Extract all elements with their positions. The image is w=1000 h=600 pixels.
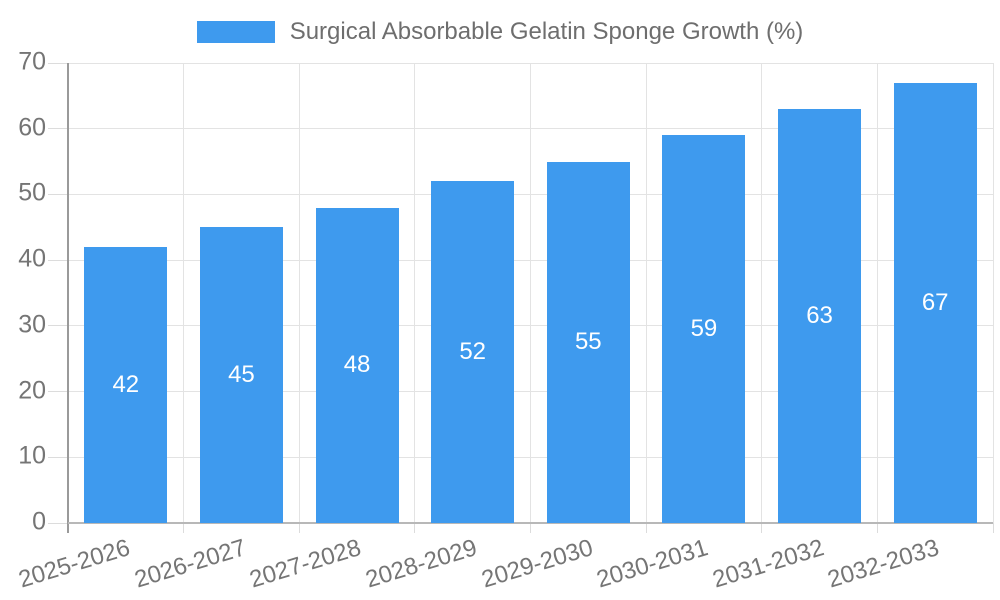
- x-tick-mark: [645, 523, 647, 533]
- y-axis-tick-label: 40: [18, 244, 46, 273]
- x-tick-mark: [876, 523, 878, 533]
- x-axis-tick-label: 2028-2029: [362, 534, 480, 594]
- x-tick-mark: [183, 523, 185, 533]
- x-axis-tick-label: 2032-2033: [824, 534, 943, 594]
- y-tick-mark: [48, 325, 68, 327]
- x-gridline: [298, 63, 300, 523]
- legend-swatch-icon: [196, 21, 275, 43]
- x-gridline: [645, 63, 647, 523]
- x-axis-tick-label: 2031-2032: [709, 534, 827, 594]
- y-axis-line: [67, 63, 69, 533]
- x-gridline: [992, 63, 994, 523]
- bar-value-label: 52: [459, 338, 487, 366]
- x-axis-tick-label: 2030-2031: [593, 534, 712, 594]
- y-axis-tick-label: 10: [18, 441, 46, 470]
- y-axis-tick-label: 30: [18, 310, 46, 339]
- y-axis-tick-label: 60: [18, 113, 46, 142]
- x-axis-tick-label: 2029-2030: [477, 534, 596, 594]
- x-tick-mark: [761, 523, 763, 533]
- x-axis-tick-label: 2025-2026: [15, 534, 134, 594]
- y-tick-mark: [48, 128, 68, 130]
- bar-value-label: 42: [112, 371, 140, 398]
- x-gridline: [876, 63, 878, 523]
- y-axis-tick-label: 50: [18, 178, 46, 207]
- bar-value-label: 55: [574, 328, 602, 356]
- y-tick-mark: [48, 193, 68, 195]
- x-gridline: [761, 63, 763, 523]
- bar[interactable]: [893, 82, 977, 523]
- x-axis-tick-label: 2027-2028: [246, 534, 365, 594]
- y-tick-mark: [48, 259, 68, 261]
- x-axis-line: [68, 522, 993, 524]
- bar[interactable]: [84, 247, 168, 523]
- chart-legend[interactable]: Surgical Absorbable Gelatin Sponge Growt…: [0, 12, 1000, 52]
- bar-value-label: 67: [921, 288, 949, 316]
- x-tick-mark: [298, 523, 300, 533]
- bar-value-label: 45: [228, 361, 255, 389]
- y-axis-tick-label: 70: [18, 47, 46, 76]
- x-tick-mark: [992, 523, 994, 533]
- x-tick-mark: [414, 523, 416, 533]
- y-tick-mark: [48, 456, 68, 458]
- bar-value-label: 59: [690, 315, 718, 343]
- y-tick-mark: [48, 391, 68, 393]
- x-tick-mark: [530, 523, 531, 533]
- y-tick-mark: [48, 62, 68, 64]
- bar[interactable]: [778, 109, 862, 523]
- bar[interactable]: [546, 161, 630, 523]
- x-gridline: [530, 63, 531, 523]
- bar[interactable]: [315, 207, 399, 523]
- x-axis-tick-label: 2026-2027: [131, 534, 249, 594]
- legend-label: Surgical Absorbable Gelatin Sponge Growt…: [289, 18, 804, 45]
- bar-value-label: 48: [343, 351, 371, 379]
- y-axis-tick-label: 20: [18, 376, 46, 405]
- y-tick-mark: [48, 522, 68, 524]
- bar-value-label: 63: [806, 302, 833, 329]
- x-gridline: [183, 63, 185, 523]
- x-gridline: [414, 63, 416, 523]
- y-axis-tick-label: 0: [32, 507, 46, 536]
- bar[interactable]: [662, 135, 746, 523]
- bar[interactable]: [431, 181, 515, 523]
- bar[interactable]: [199, 227, 283, 523]
